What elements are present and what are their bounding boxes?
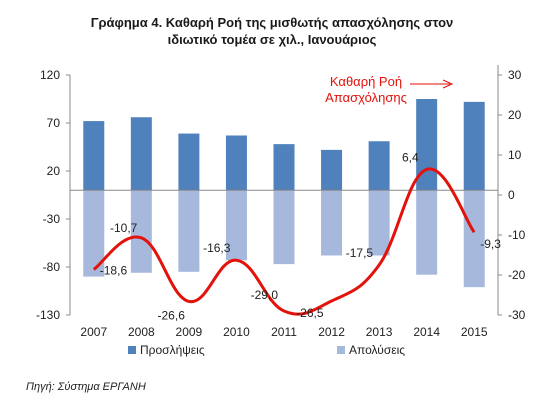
net-flow-line (92, 167, 476, 316)
bar-layoffs (225, 190, 247, 261)
bar-layoffs (83, 190, 105, 277)
chart-title-line-1: Γράφημα 4. Καθαρή Ροή της μισθωτής απασχ… (90, 15, 454, 30)
bar-hires (321, 149, 343, 191)
y-right-tick-label: 20 (508, 108, 522, 122)
x-tick-label: 2013 (366, 325, 393, 339)
x-tick-label: 2012 (318, 325, 345, 339)
y-right-tick-label: 0 (508, 188, 515, 202)
y-left-tick-label: -80 (43, 260, 61, 274)
bar-hires (463, 101, 485, 191)
y-left-tick-label: -30 (43, 212, 61, 226)
net-flow-data-label: -16,3 (203, 241, 231, 255)
bar-layoffs (368, 190, 390, 256)
legend-swatch-layoffs (337, 346, 345, 354)
y-right-tick-label: -20 (508, 268, 526, 282)
bar-hires (273, 144, 295, 191)
bar-layoffs (416, 190, 438, 275)
line-annotation-line-1: Καθαρή Ροή (330, 74, 402, 89)
net-flow-data-label: -10,7 (110, 221, 138, 235)
net-flow-data-label: -9,3 (480, 237, 501, 251)
y-right-tick-label: -10 (508, 228, 526, 242)
y-left-tick-label: 20 (47, 164, 61, 178)
net-flow-data-label: -29,0 (251, 288, 279, 302)
line-annotation-line-2: Απασχόλησης (325, 90, 407, 105)
bar-hires (178, 133, 200, 191)
y-left-tick-label: 120 (40, 68, 60, 82)
bar-layoffs (321, 190, 343, 256)
bar-layoffs (130, 190, 152, 273)
legend-label-layoffs: Απολύσεις (349, 343, 405, 357)
x-tick-label: 2007 (80, 325, 107, 339)
bar-hires (368, 141, 390, 191)
y-right-tick-label: 10 (508, 148, 522, 162)
bar-layoffs (273, 190, 295, 265)
legend-swatch-hires (128, 346, 136, 354)
bar-hires (130, 117, 152, 191)
x-tick-label: 2014 (413, 325, 440, 339)
y-right-tick-label: -30 (508, 308, 526, 322)
bar-hires (416, 99, 438, 191)
bar-hires (225, 135, 247, 191)
source-note: Πηγή: Σύστημα ΕΡΓΑΝΗ (26, 381, 146, 393)
x-tick-label: 2010 (223, 325, 250, 339)
net-flow-data-label: -17,5 (346, 246, 374, 260)
bar-layoffs (178, 190, 200, 272)
y-left-tick-label: 70 (47, 116, 61, 130)
x-tick-label: 2009 (176, 325, 203, 339)
net-flow-data-label: -26,5 (296, 306, 324, 320)
legend-label-hires: Προσλήψεις (140, 343, 205, 357)
net-flow-data-label: -26,6 (158, 308, 186, 322)
chart-title-line-2: ιδιωτικό τομέα σε χιλ., Ιανουάριος (167, 32, 377, 47)
annotation-arrow-head (442, 79, 454, 89)
net-flow-data-label: 6,4 (402, 150, 419, 164)
y-right-tick-label: 30 (508, 68, 522, 82)
x-tick-label: 2015 (461, 325, 488, 339)
net-flow-data-label: -18,6 (100, 263, 128, 277)
x-tick-label: 2008 (128, 325, 155, 339)
bar-hires (83, 121, 105, 191)
y-left-tick-label: -130 (36, 308, 60, 322)
x-tick-label: 2011 (271, 325, 297, 339)
bar-layoffs (463, 190, 485, 288)
chart-title: Γράφημα 4. Καθαρή Ροή της μισθωτής απασχ… (0, 14, 544, 48)
